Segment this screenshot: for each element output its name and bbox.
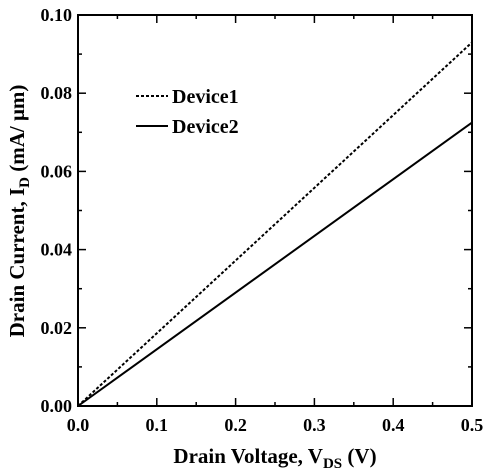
legend-label-device1: Device1 (172, 86, 239, 108)
x-axis-title: Drain Voltage, VDS (V) (173, 444, 376, 472)
x-tick-label: 0.0 (67, 415, 90, 435)
legend: Device1 Device2 (136, 86, 239, 138)
ticks: 0.0 0.1 0.2 0.3 0.4 0.5 0.00 0.02 0.04 0.06 0.08 0.… (41, 5, 484, 435)
y-tick-label: 0.02 (41, 318, 73, 338)
x-tick-label: 0.1 (146, 415, 169, 435)
y-tick-label: 0.00 (41, 396, 73, 416)
series-line-device1 (77, 41, 473, 407)
y-tick-label: 0.08 (41, 83, 73, 103)
x-tick-label: 0.2 (224, 415, 247, 435)
y-tick-label: 0.06 (41, 161, 73, 181)
y-tick-label: 0.10 (41, 5, 73, 25)
x-tick-label: 0.5 (461, 415, 484, 435)
legend-label-device2: Device2 (172, 116, 239, 138)
plot-frame (77, 14, 473, 407)
series-lines (77, 41, 473, 407)
x-tick-label: 0.4 (382, 415, 405, 435)
series-line-device2 (77, 121, 473, 407)
x-tick-label: 0.3 (303, 415, 326, 435)
y-tick-label: 0.04 (41, 240, 73, 260)
y-axis-title: Drain Current, ID (mA/ μm) (5, 85, 33, 338)
